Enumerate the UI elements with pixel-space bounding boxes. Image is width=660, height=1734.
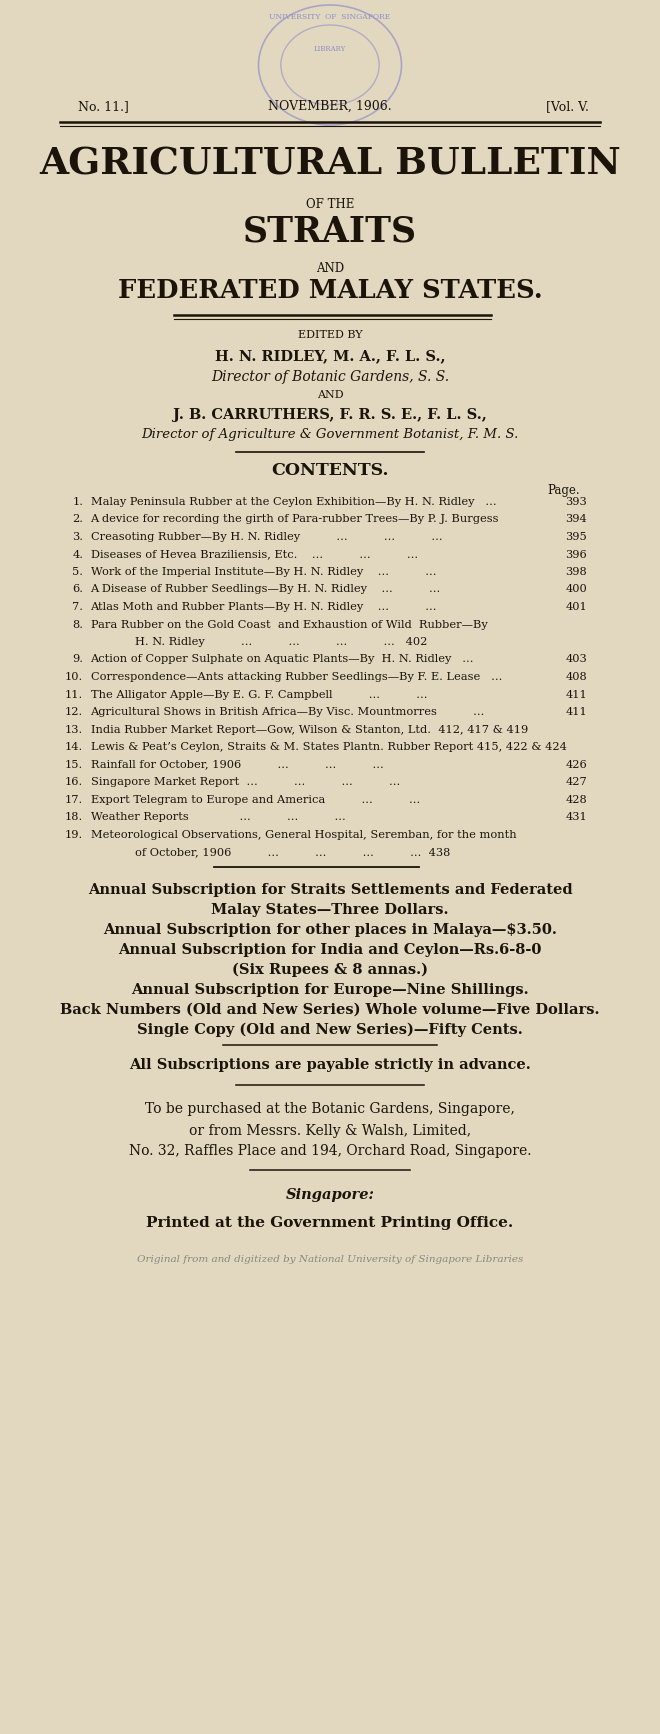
Text: 401: 401 [566,602,587,612]
Text: 400: 400 [566,584,587,595]
Text: 4.: 4. [73,550,83,560]
Text: 9.: 9. [73,654,83,664]
Text: Work of the Imperial Institute—By H. N. Ridley    ...          ...: Work of the Imperial Institute—By H. N. … [90,567,444,577]
Text: 427: 427 [566,777,587,787]
Text: Annual Subscription for other places in Malaya—$3.50.: Annual Subscription for other places in … [103,922,557,936]
Text: Malay States—Three Dollars.: Malay States—Three Dollars. [211,902,449,917]
Text: 17.: 17. [65,794,83,805]
Text: Agricultural Shows in British Africa—By Visc. Mountmorres          ...: Agricultural Shows in British Africa—By … [90,707,485,716]
Text: 396: 396 [566,550,587,560]
Text: J. B. CARRUTHERS, F. R. S. E., F. L. S.,: J. B. CARRUTHERS, F. R. S. E., F. L. S., [173,407,487,421]
Text: No. 32, Raffles Place and 194, Orchard Road, Singapore.: No. 32, Raffles Place and 194, Orchard R… [129,1144,531,1158]
Text: Malay Peninsula Rubber at the Ceylon Exhibition—By H. N. Ridley   ...: Malay Peninsula Rubber at the Ceylon Exh… [90,498,496,506]
Text: Annual Subscription for Europe—Nine Shillings.: Annual Subscription for Europe—Nine Shil… [131,983,529,997]
Text: CONTENTS.: CONTENTS. [271,461,389,479]
Text: The Alligator Apple—By E. G. F. Campbell          ...          ...: The Alligator Apple—By E. G. F. Campbell… [90,690,427,699]
Text: Weather Reports              ...          ...          ...: Weather Reports ... ... ... [90,812,371,822]
Text: Annual Subscription for India and Ceylon—Rs.6-8-0: Annual Subscription for India and Ceylon… [118,943,542,957]
Text: 398: 398 [566,567,587,577]
Text: 18.: 18. [65,812,83,822]
Text: EDITED BY: EDITED BY [298,329,362,340]
Text: Atlas Moth and Rubber Plants—By H. N. Ridley    ...          ...: Atlas Moth and Rubber Plants—By H. N. Ri… [90,602,444,612]
Text: OF THE: OF THE [306,198,354,212]
Text: Singapore:: Singapore: [286,1188,374,1202]
Text: No. 11.]: No. 11.] [78,101,129,113]
Text: Para Rubber on the Gold Coast  and Exhaustion of Wild  Rubber—By: Para Rubber on the Gold Coast and Exhaus… [90,619,487,629]
Text: STRAITS: STRAITS [243,213,417,248]
Text: Action of Copper Sulphate on Aquatic Plants—By  H. N. Ridley   ...: Action of Copper Sulphate on Aquatic Pla… [90,654,474,664]
Text: H. N. Ridley          ...          ...          ...          ...   402: H. N. Ridley ... ... ... ... 402 [135,636,428,647]
Text: 393: 393 [566,498,587,506]
Text: 11.: 11. [65,690,83,699]
Text: A Disease of Rubber Seedlings—By H. N. Ridley    ...          ...: A Disease of Rubber Seedlings—By H. N. R… [90,584,448,595]
Text: 2.: 2. [73,515,83,524]
Text: or from Messrs. Kelly & Walsh, Limited,: or from Messrs. Kelly & Walsh, Limited, [189,1124,471,1138]
Text: 12.: 12. [65,707,83,716]
Text: 403: 403 [566,654,587,664]
Text: 411: 411 [566,707,587,716]
Text: Diseases of Hevea Braziliensis, Etc.    ...          ...          ...: Diseases of Hevea Braziliensis, Etc. ...… [90,550,425,560]
Text: 14.: 14. [65,742,83,753]
Text: 426: 426 [566,759,587,770]
Text: 16.: 16. [65,777,83,787]
Text: 10.: 10. [65,673,83,681]
Text: LIBRARY: LIBRARY [314,45,346,54]
Text: 7.: 7. [73,602,83,612]
Text: H. N. RIDLEY, M. A., F. L. S.,: H. N. RIDLEY, M. A., F. L. S., [214,349,446,362]
Text: India Rubber Market Report—Gow, Wilson & Stanton, Ltd.  412, 417 & 419: India Rubber Market Report—Gow, Wilson &… [90,725,528,735]
Text: A device for recording the girth of Para-rubber Trees—By P. J. Burgess: A device for recording the girth of Para… [90,515,499,524]
Text: Annual Subscription for Straits Settlements and Federated: Annual Subscription for Straits Settleme… [88,883,572,896]
Text: Correspondence—Ants attacking Rubber Seedlings—By F. E. Lease   ...: Correspondence—Ants attacking Rubber See… [90,673,502,681]
Text: 6.: 6. [73,584,83,595]
Text: 395: 395 [566,532,587,543]
Text: Director of Botanic Gardens, S. S.: Director of Botanic Gardens, S. S. [211,369,449,383]
Text: Back Numbers (Old and New Series) Whole volume—Five Dollars.: Back Numbers (Old and New Series) Whole … [60,1002,600,1016]
Text: Rainfall for October, 1906          ...          ...          ...: Rainfall for October, 1906 ... ... ... [90,759,391,770]
Text: Singapore Market Report  ...          ...          ...          ...: Singapore Market Report ... ... ... ... [90,777,407,787]
Text: [Vol. V.: [Vol. V. [546,101,589,113]
Text: 431: 431 [566,812,587,822]
Text: Lewis & Peat’s Ceylon, Straits & M. States Plantn. Rubber Report 415, 422 & 424: Lewis & Peat’s Ceylon, Straits & M. Stat… [90,742,566,753]
Text: 15.: 15. [65,759,83,770]
Text: 428: 428 [566,794,587,805]
Text: To be purchased at the Botanic Gardens, Singapore,: To be purchased at the Botanic Gardens, … [145,1103,515,1117]
Text: 13.: 13. [65,725,83,735]
Text: (Six Rupees & 8 annas.): (Six Rupees & 8 annas.) [232,962,428,976]
Text: of October, 1906          ...          ...          ...          ...  438: of October, 1906 ... ... ... ... 438 [135,846,451,857]
Text: 1.: 1. [73,498,83,506]
Text: AND: AND [316,262,344,276]
Text: 5.: 5. [73,567,83,577]
Text: AGRICULTURAL BULLETIN: AGRICULTURAL BULLETIN [39,146,621,182]
Text: AND: AND [317,390,343,401]
Text: UNIVERSITY  OF  SINGAPORE: UNIVERSITY OF SINGAPORE [269,12,391,21]
Text: Page.: Page. [548,484,580,498]
Text: All Subscriptions are payable strictly in advance.: All Subscriptions are payable strictly i… [129,1058,531,1073]
Text: Original from and digitized by National University of Singapore Libraries: Original from and digitized by National … [137,1255,523,1264]
Text: 8.: 8. [73,619,83,629]
Text: Creasoting Rubber—By H. N. Ridley          ...          ...          ...: Creasoting Rubber—By H. N. Ridley ... ..… [90,532,449,543]
Text: NOVEMBER, 1906.: NOVEMBER, 1906. [268,101,392,113]
Text: 394: 394 [566,515,587,524]
Text: 408: 408 [566,673,587,681]
Text: Single Copy (Old and New Series)—Fifty Cents.: Single Copy (Old and New Series)—Fifty C… [137,1023,523,1037]
Text: Meteorological Observations, General Hospital, Seremban, for the month: Meteorological Observations, General Hos… [90,829,516,839]
Text: Director of Agriculture & Government Botanist, F. M. S.: Director of Agriculture & Government Bot… [141,428,519,440]
Text: FEDERATED MALAY STATES.: FEDERATED MALAY STATES. [117,277,543,303]
Text: 411: 411 [566,690,587,699]
Text: 19.: 19. [65,829,83,839]
Text: 3.: 3. [73,532,83,543]
Text: Export Telegram to Europe and America          ...          ...: Export Telegram to Europe and America ..… [90,794,427,805]
Text: Printed at the Government Printing Office.: Printed at the Government Printing Offic… [147,1216,513,1229]
